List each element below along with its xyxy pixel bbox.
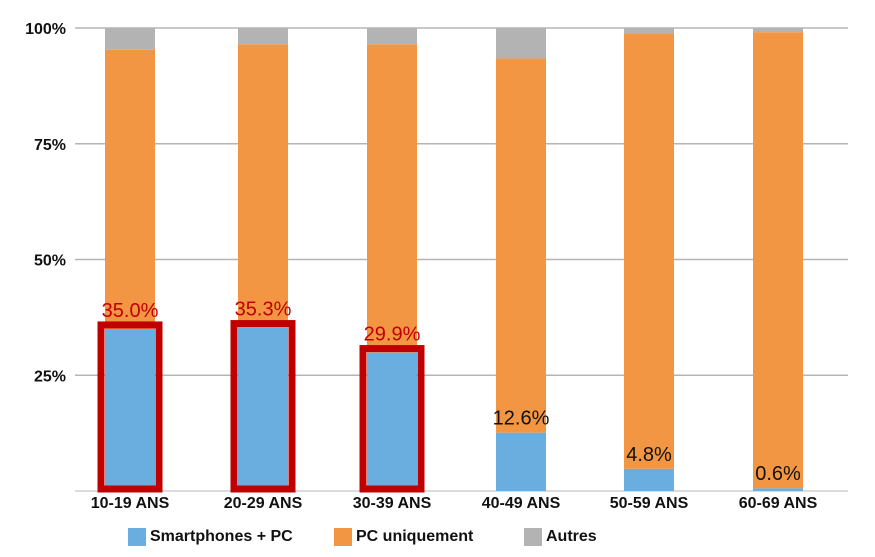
x-category-label: 30-39 ANS: [353, 495, 432, 512]
data-label: 35.0%: [102, 300, 159, 322]
legend-label: PC uniquement: [356, 528, 474, 545]
legend-label: Autres: [546, 528, 597, 545]
bar-segment: [624, 33, 674, 469]
bar-segment: [105, 328, 155, 491]
legend-label: Smartphones + PC: [150, 528, 293, 545]
x-axis-categories: 10-19 ANS 20-29 ANS 30-39 ANS 40-49 ANS 50-5…: [91, 495, 818, 512]
y-tick-label: 50%: [34, 253, 66, 270]
bar-segment: [496, 28, 546, 59]
gridlines: [75, 27, 848, 492]
bar-segment: [105, 49, 155, 329]
x-category-label: 40-49 ANS: [482, 495, 561, 512]
y-tick-label: 100%: [25, 21, 66, 38]
y-tick-label: 75%: [34, 137, 66, 154]
bar-segment: [753, 488, 803, 491]
bar-segment: [753, 28, 803, 33]
data-labels: 35.0% 35.3% 29.9% 12.6% 4.8% 0.6%: [102, 299, 801, 486]
y-axis-ticks: 100% 75% 50% 25%: [25, 21, 66, 385]
bar-segment: [367, 28, 417, 45]
bar-segment: [238, 28, 288, 45]
x-category-label: 60-69 ANS: [739, 495, 818, 512]
data-label: 0.6%: [755, 463, 801, 485]
stacked-bar-chart: 100% 75% 50% 25% 10-19 ANS 20-29 ANS 30-39 AN…: [25, 21, 848, 512]
data-label: 35.3%: [235, 299, 292, 321]
bar-segment: [105, 28, 155, 50]
legend: Smartphones + PC PC uniquement Autres: [0, 524, 875, 554]
legend-item-autres: Autres: [524, 528, 597, 546]
bar-segment: [367, 352, 417, 491]
bar-segment: [624, 468, 674, 491]
legend-item-smartphones-pc: Smartphones + PC: [128, 528, 293, 546]
bar-segment: [753, 32, 803, 489]
legend-swatch: [334, 528, 352, 546]
highlight-frame: [230, 320, 296, 493]
bar-segment: [238, 44, 288, 328]
highlight-frame: [359, 345, 425, 493]
data-label: 4.8%: [626, 444, 672, 466]
bar-segment: [496, 58, 546, 433]
y-tick-label: 25%: [34, 368, 66, 385]
data-label: 29.9%: [364, 324, 421, 346]
data-label: 12.6%: [493, 408, 550, 430]
bar-segment: [367, 44, 417, 353]
bar-segment: [238, 327, 288, 491]
legend-swatch: [524, 528, 542, 546]
x-category-label: 10-19 ANS: [91, 495, 170, 512]
x-category-label: 20-29 ANS: [224, 495, 303, 512]
legend-swatch: [128, 528, 146, 546]
bar-segment: [496, 432, 546, 491]
bar-segment: [624, 28, 674, 34]
legend-item-pc-uniquement: PC uniquement: [334, 528, 473, 546]
bars: [97, 28, 803, 493]
highlight-frame: [97, 321, 163, 493]
x-category-label: 50-59 ANS: [610, 495, 689, 512]
